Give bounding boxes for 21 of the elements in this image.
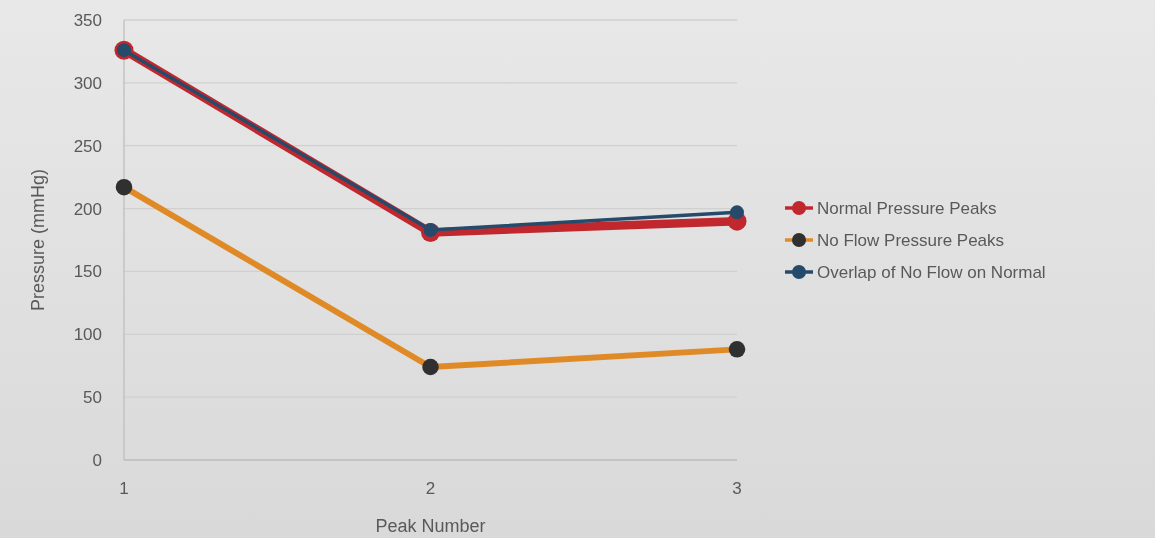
point (422, 358, 439, 376)
point (423, 222, 438, 237)
y-tick-label: 50 (83, 388, 102, 408)
y-tick-label: 100 (73, 325, 102, 345)
y-tick-label: 350 (73, 10, 102, 30)
x-tick-label: 1 (119, 479, 129, 498)
x-tick-label: 3 (732, 479, 742, 498)
x-tick-label: 2 (425, 479, 436, 498)
y-tick-label: 150 (73, 262, 102, 282)
y-axis-title: Pressure (mmHg) (28, 168, 48, 312)
point (115, 178, 133, 196)
y-tick-label: 0 (92, 450, 102, 470)
y-tick-label: 250 (73, 136, 102, 156)
legend-label: Normal Pressure Peaks (817, 198, 997, 218)
y-tick-label: 200 (73, 199, 102, 219)
legend-label: No Flow Pressure Peaks (817, 230, 1005, 250)
point (730, 205, 744, 220)
legend-label: Overlap of No Flow on Normal (817, 262, 1046, 282)
y-tick-label: 300 (73, 73, 102, 93)
x-axis-title: Peak Number (375, 516, 486, 536)
point (728, 341, 746, 358)
